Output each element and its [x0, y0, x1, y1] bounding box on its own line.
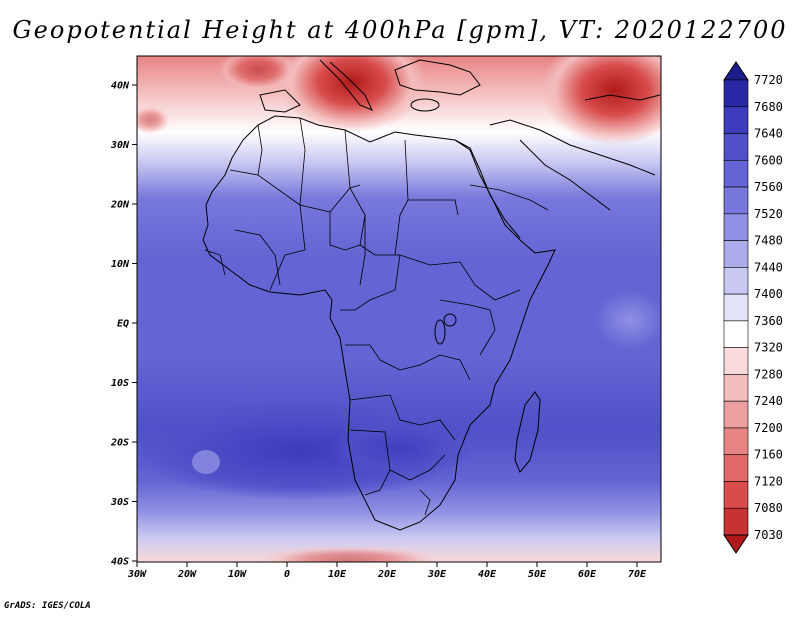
colorbar-swatch [723, 454, 749, 482]
lon-label: 30E [427, 569, 447, 580]
lat-label: 20N [110, 200, 130, 211]
lon-label: 0 [284, 569, 290, 580]
colorbar-level-label: 7030 [754, 528, 783, 542]
software-credit: GrADS: IGES/COLA [4, 601, 91, 611]
lon-label: 30W [127, 569, 147, 580]
colorbar-swatch [723, 320, 749, 348]
lat-label: EQ [117, 319, 129, 330]
colorbar-level-label: 7520 [754, 207, 783, 221]
colorbar-swatch [723, 79, 749, 108]
colorbar-level-label: 7600 [754, 153, 783, 167]
lon-label: 40E [478, 569, 497, 580]
colorbar-level-label: 7560 [754, 180, 783, 194]
colorbar-swatch [723, 481, 749, 509]
colorbar-level-label: 7080 [754, 501, 783, 515]
colorbar-min-arrow [723, 534, 749, 554]
colorbar-swatch [723, 133, 749, 161]
lat-label: 20S [110, 438, 129, 449]
colorbar-level-label: 7280 [754, 367, 783, 381]
colorbar-swatch [723, 106, 749, 134]
colorbar: 7720 7680 7640 7600 7560 7520 7480 7440 7400 7360… [723, 61, 783, 554]
colorbar-swatch [723, 267, 749, 295]
colorbar-level-label: 7160 [754, 448, 783, 462]
colorbar-swatch [723, 507, 749, 536]
colorbar-swatch [723, 186, 749, 215]
latitude-axis: 40N 30N 20N 10N EQ 10S 20S 30S 40S [110, 81, 137, 568]
colorbar-swatch [723, 159, 749, 188]
colorbar-level-label: 7200 [754, 421, 783, 435]
lat-label: 10N [111, 259, 130, 270]
colorbar-level-label: 7240 [754, 394, 783, 408]
lat-label: 30S [110, 497, 129, 508]
colorbar-max-arrow [723, 61, 749, 81]
map-frame [136, 55, 662, 563]
lon-label: 20W [177, 569, 197, 580]
lon-label: 10E [328, 569, 347, 580]
lat-label: 30N [110, 140, 130, 151]
lon-label: 70E [628, 569, 647, 580]
lat-label: 40N [111, 81, 130, 92]
colorbar-level-label: 7640 [754, 127, 783, 141]
colorbar-swatch [723, 400, 749, 429]
colorbar-level-label: 7320 [754, 341, 783, 355]
colorbar-level-label: 7120 [754, 474, 783, 488]
lat-label: 40S [111, 557, 129, 568]
colorbar-swatch [723, 374, 749, 402]
colorbar-level-label: 7440 [754, 260, 783, 274]
colorbar-level-label: 7400 [754, 287, 783, 301]
colorbar-swatch [723, 293, 749, 322]
contour-field [137, 56, 661, 562]
longitude-axis: 30W 20W 10W 0 10E 20E 30E 40E 50E 60E 70E [127, 562, 647, 580]
coastlines [202, 59, 661, 531]
colorbar-swatch [723, 240, 749, 268]
colorbar-level-label: 7480 [754, 234, 783, 248]
colorbar-swatch [723, 347, 749, 375]
colorbar-swatch [723, 213, 749, 241]
colorbar-level-label: 7720 [754, 73, 783, 87]
colorbar-level-label: 7680 [754, 100, 783, 114]
lat-label: 10S [111, 378, 129, 389]
lon-label: 50E [528, 569, 547, 580]
colorbar-level-label: 7360 [754, 314, 783, 328]
colorbar-swatch [723, 427, 749, 456]
country-borders [204, 117, 549, 516]
lon-label: 20E [377, 569, 397, 580]
lon-label: 10W [228, 569, 247, 580]
map-title: Geopotential Height at 400hPa [gpm], VT:… [12, 16, 788, 44]
lon-label: 60E [578, 569, 597, 580]
